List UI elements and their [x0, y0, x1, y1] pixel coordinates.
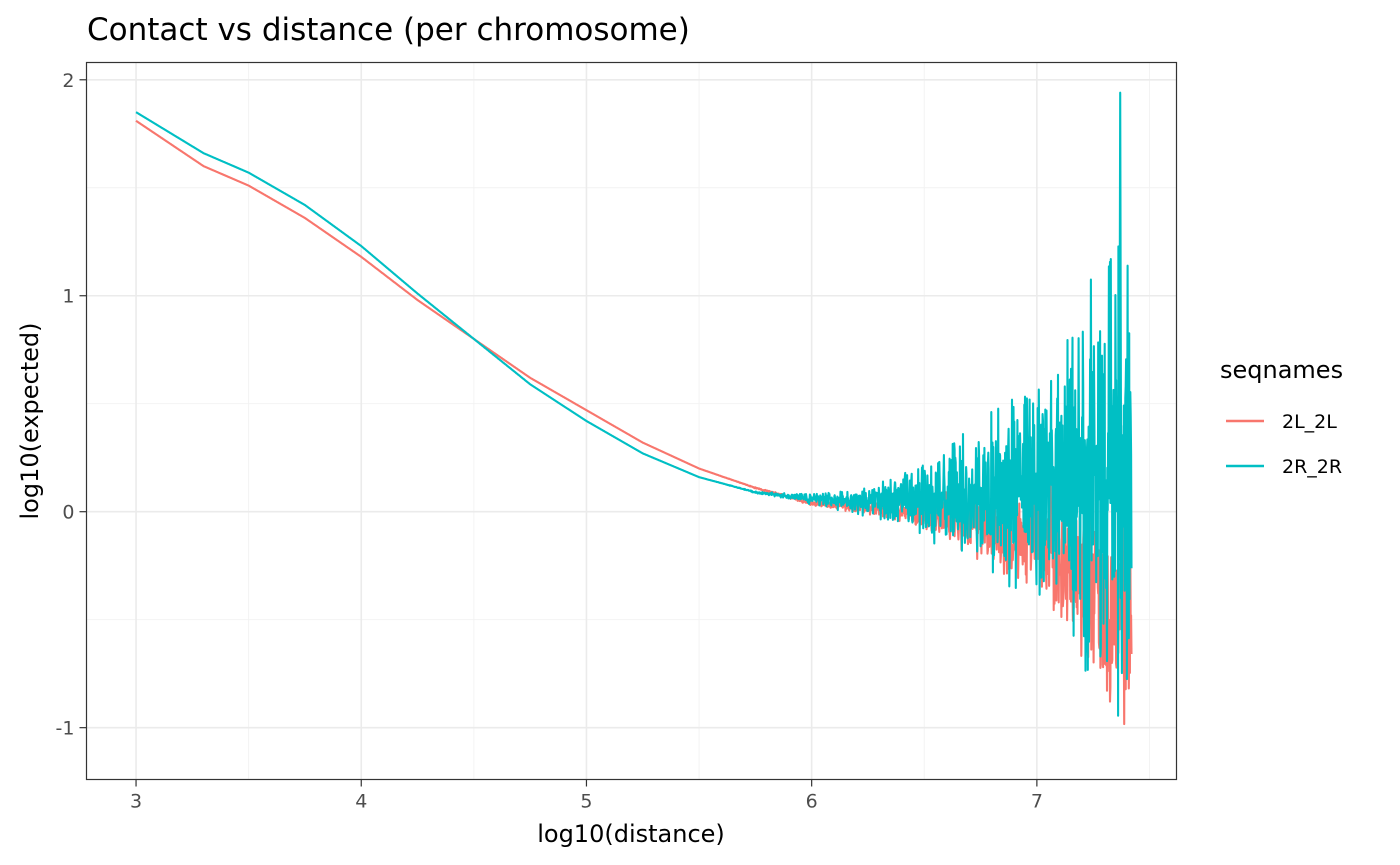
x-tick-label-0: 3 [130, 791, 142, 813]
plot-panel-border [85, 61, 1178, 781]
y-tick-label-0: -1 [56, 718, 75, 740]
legend-title: seqnames [1220, 356, 1343, 384]
x-tick-label-1: 4 [355, 791, 367, 813]
y-axis-title: log10(expected) [16, 322, 44, 519]
minor-gridlines [86, 62, 1177, 780]
legend-label-2l-2l: 2L_2L [1282, 411, 1337, 433]
legend: seqnames 2L_2L 2R_2R [1220, 356, 1343, 478]
x-axis: 3 4 5 6 7 [130, 779, 1043, 813]
series-line-2l-2l [135, 119, 1133, 726]
legend-label-2r-2r: 2R_2R [1282, 456, 1342, 478]
y-axis: -1 0 1 2 [56, 70, 87, 740]
y-tick-label-1: 0 [62, 502, 74, 524]
x-tick-label-4: 7 [1031, 791, 1043, 813]
chart-title: Contact vs distance (per chromosome) [87, 12, 690, 48]
y-tick-label-2: 1 [62, 286, 74, 308]
x-tick-label-3: 6 [806, 791, 818, 813]
x-axis-title: log10(distance) [537, 820, 725, 848]
series-line-2r-2r [135, 91, 1133, 717]
series-layer [135, 91, 1133, 726]
y-tick-label-3: 2 [62, 70, 74, 92]
x-tick-label-2: 5 [580, 791, 592, 813]
